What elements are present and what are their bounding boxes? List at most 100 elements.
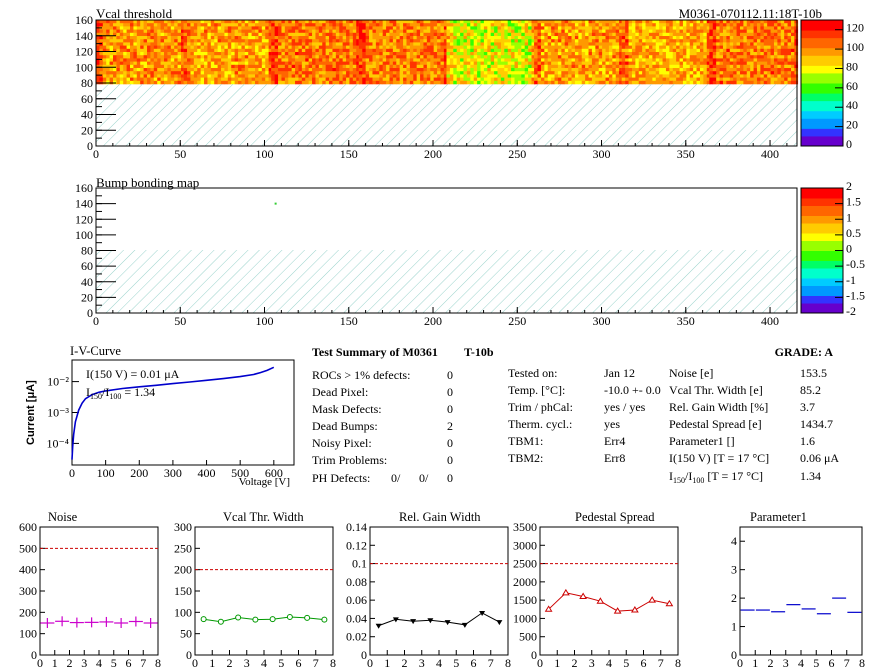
map-pixel [449,52,454,56]
y-tick-label: 3 [731,563,737,577]
map-pixel [733,77,737,82]
map-pixel [113,74,117,78]
map-pixel [554,77,559,82]
iv-legend-line1: I(150 V) = 0.01 μA [86,367,180,381]
map-pixel [743,77,748,82]
map-pixel [392,36,397,40]
map-pixel [305,68,309,72]
map-pixel [473,77,478,82]
palette-band [801,133,843,137]
map-pixel [473,45,478,50]
x-tick-label: 6 [829,656,835,670]
map-pixel [255,45,259,50]
map-pixel [767,80,771,85]
map-pixel [255,23,259,27]
map-pixel [753,74,758,78]
map-pixel [655,48,660,53]
map-pixel [231,71,235,75]
map-pixel [305,74,309,78]
map-pixel [109,71,114,75]
map-pixel [746,52,751,56]
map-pixel [662,52,667,56]
map-pixel [295,80,299,85]
map-pixel [197,74,201,78]
map-pixel [682,71,687,75]
x-tick-label: 50 [174,147,186,161]
map-pixel [716,29,720,34]
x-tick-label: 150 [340,314,358,328]
map-pixel [662,71,667,75]
palette-frame [800,19,844,147]
map-pixel [780,61,785,66]
map-pixel [756,20,761,24]
map-pixel [399,29,404,34]
map-pixel [265,55,269,59]
map-pixel [130,29,134,34]
map-pixel [605,32,610,37]
map-pixel [638,74,643,78]
map-pixel [619,52,623,56]
map-pixel [466,36,471,40]
map-pixel [682,77,687,82]
map-pixel [170,52,175,56]
map-pixel [642,29,646,34]
map-pixel [686,29,691,34]
map-pixel [133,77,138,82]
map-pixel [430,42,434,46]
map-pixel [200,23,205,27]
map-pixel [665,29,670,34]
map-pixel [487,45,491,50]
map-pixel [480,23,485,27]
map-pixel [662,61,667,66]
map-pixel [557,77,562,82]
map-pixel [490,45,495,50]
map-pixel [477,77,481,82]
map-pixel [126,64,131,69]
map-pixel [581,36,586,40]
map-pixel [537,26,542,30]
map-pixel [595,20,600,24]
map-pixel [571,64,576,69]
map-pixel [739,74,744,78]
condition-value: Err4 [604,434,625,448]
map-pixel [244,68,249,72]
map-pixel [696,26,701,30]
map-pixel [500,71,505,75]
map-pixel [379,64,383,69]
map-pixel [136,52,141,56]
map-pixel [453,39,457,43]
x-tick-label: 0 [93,314,99,328]
map-pixel [682,52,687,56]
map-pixel [204,26,208,30]
y-tick-label: 140 [75,197,93,211]
map-pixel [490,32,495,37]
map-pixel [753,23,758,27]
map-pixel [150,23,155,27]
map-pixel [143,45,148,50]
map-pixel [372,48,377,53]
map-pixel [389,42,394,46]
map-pixel [301,74,306,78]
map-pixel [190,29,195,34]
map-pixel [686,23,691,27]
map-pixel [403,42,407,46]
map-pixel [356,64,360,69]
palette-tick-label: -0.5 [846,257,865,271]
map-pixel [537,36,542,40]
map-pixel [595,39,600,43]
map-pixel [318,61,323,66]
map-pixel [349,45,354,50]
map-pixel [784,42,788,46]
map-pixel [625,36,629,40]
palette-band [801,105,843,109]
map-pixel [477,80,481,85]
palette-band [801,213,843,216]
map-pixel [305,39,309,43]
map-pixel [356,29,360,34]
map-pixel [261,80,266,85]
map-pixel [274,64,279,69]
map-pixel [399,23,404,27]
map-pixel [342,52,347,56]
map-pixel [507,29,512,34]
map-pixel [193,48,198,53]
